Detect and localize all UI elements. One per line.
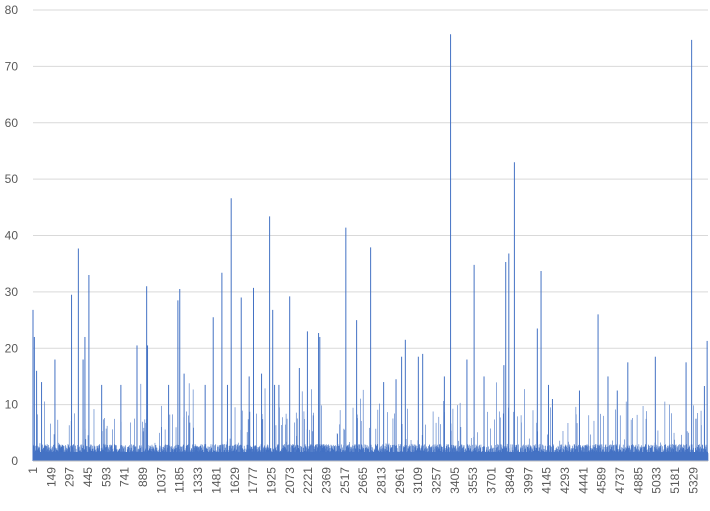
y-tick-label: 60 <box>5 116 19 130</box>
x-tick-label: 1333 <box>191 467 205 494</box>
x-tick-label: 4589 <box>595 467 609 494</box>
x-tick-label: 3405 <box>448 467 462 494</box>
x-tick-labels: 1 149 297 445 593 741 889 1037 1185 1333 1481 1629 1… <box>26 467 700 494</box>
x-tick-label: 4737 <box>613 467 627 494</box>
x-tick-label: 741 <box>118 467 132 487</box>
x-tick-label: 2813 <box>375 467 389 494</box>
y-tick-label: 80 <box>5 3 19 17</box>
x-tick-label: 3849 <box>503 467 517 494</box>
x-tick-label: 1481 <box>209 467 223 494</box>
x-tick-label: 1185 <box>173 467 187 493</box>
x-tick-label: 3257 <box>430 467 444 494</box>
x-tick-label: 2221 <box>301 467 315 494</box>
x-tick-label: 4441 <box>576 467 590 494</box>
x-tick-label: 297 <box>63 467 77 487</box>
x-tick-label: 2073 <box>283 467 297 494</box>
y-tick-label: 40 <box>5 229 19 243</box>
x-tick-label: 5181 <box>668 467 682 494</box>
x-tick-label: 5329 <box>686 467 700 494</box>
y-tick-label: 50 <box>5 172 19 186</box>
x-tick-label: 149 <box>44 467 58 487</box>
x-tick-label: 4293 <box>558 467 572 494</box>
y-tick-label: 20 <box>5 341 19 355</box>
x-tick-label: 1037 <box>154 467 168 494</box>
y-tick-labels: 0 10 20 30 40 50 60 70 80 <box>5 3 19 468</box>
x-tick-label: 1 <box>26 467 40 474</box>
x-tick-label: 4145 <box>540 467 554 494</box>
y-tick-label: 70 <box>5 59 19 73</box>
x-tick-label: 1629 <box>228 467 242 494</box>
x-tick-label: 889 <box>136 467 150 487</box>
x-tick-label: 2665 <box>356 467 370 494</box>
x-tick-label: 4885 <box>631 467 645 494</box>
x-tick-label: 3109 <box>411 467 425 494</box>
y-tick-label: 30 <box>5 285 19 299</box>
x-tick-label: 5033 <box>650 467 664 494</box>
y-tick-label: 10 <box>5 398 19 412</box>
x-tick-label: 2961 <box>393 467 407 494</box>
x-tick-label: 2369 <box>319 467 333 494</box>
x-tick-label: 1925 <box>264 467 278 494</box>
y-tick-label: 0 <box>11 454 18 468</box>
x-tick-label: 3553 <box>466 467 480 494</box>
x-tick-label: 445 <box>81 467 95 487</box>
x-tick-label: 3701 <box>485 467 499 494</box>
x-tick-label: 2517 <box>338 467 352 494</box>
x-tick-label: 3997 <box>521 467 535 494</box>
x-tick-label: 593 <box>99 467 113 487</box>
x-tick-label: 1777 <box>246 467 260 494</box>
data-bars <box>32 34 709 461</box>
